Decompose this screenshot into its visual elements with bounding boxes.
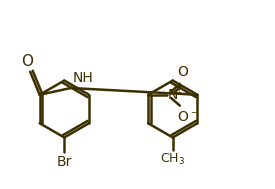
Text: NH: NH	[72, 71, 93, 85]
Text: Br: Br	[57, 155, 72, 169]
Text: O: O	[177, 110, 188, 124]
Text: O: O	[177, 65, 188, 79]
Text: CH$_3$: CH$_3$	[160, 152, 185, 167]
Text: N: N	[167, 88, 178, 102]
Text: O: O	[21, 54, 34, 69]
Text: $^-$: $^-$	[189, 110, 199, 120]
Text: $^+$: $^+$	[174, 88, 183, 98]
